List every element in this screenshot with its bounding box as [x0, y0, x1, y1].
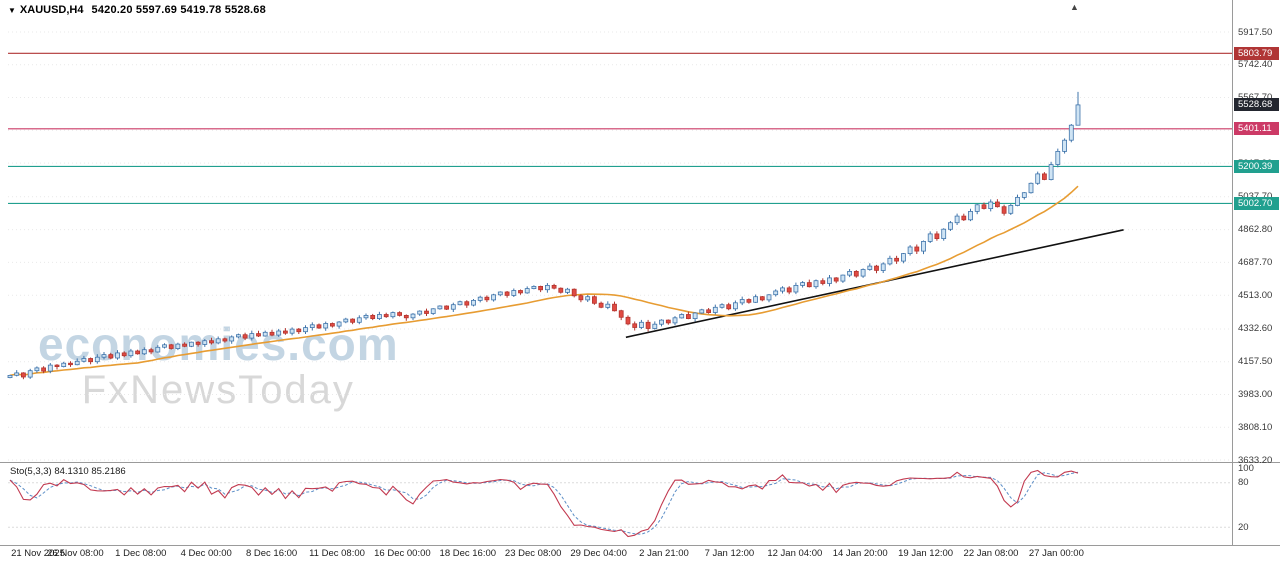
- stochastic-label: Sto(5,3,3) 84.1310 85.2186: [10, 466, 126, 477]
- time-axis-label: 26 Nov 08:00: [47, 548, 104, 559]
- price-axis-label: 4332.60: [1238, 323, 1273, 335]
- price-axis-border: [1232, 0, 1233, 545]
- time-axis-label: 22 Jan 08:00: [963, 548, 1019, 559]
- ma-line: [9, 185, 1079, 377]
- time-axis-label: 29 Dec 04:00: [570, 548, 627, 559]
- price-axis-label: 3983.00: [1238, 388, 1273, 400]
- price-axis[interactable]: 5917.505742.405567.705392.905217.905037.…: [1233, 0, 1280, 545]
- time-axis-label: 21 Nov 2025: [11, 548, 65, 559]
- price-axis-label: 3808.10: [1238, 421, 1273, 433]
- time-axis-label: 7 Jan 12:00: [704, 548, 755, 559]
- price-axis-label: 5917.50: [1238, 26, 1273, 38]
- time-axis-label: 1 Dec 08:00: [115, 548, 167, 559]
- sto-scale-label: 20: [1238, 521, 1249, 533]
- time-axis-separator: [0, 545, 1280, 546]
- price-badge: 5803.79: [1234, 46, 1279, 60]
- symbol-dropdown-icon[interactable]: ▼: [8, 6, 16, 15]
- chart-shift-marker-icon[interactable]: ▲: [1070, 2, 1079, 12]
- price-axis-label: 3633.20: [1238, 454, 1273, 466]
- time-axis-label: 27 Jan 00:00: [1028, 548, 1084, 559]
- symbol-timeframe: XAUUSD,H4: [19, 4, 84, 16]
- sto-grid-lines: [8, 482, 1232, 528]
- price-axis-label: 5567.70: [1238, 92, 1272, 103]
- grid-lines: [8, 31, 1232, 461]
- symbol-info-bar: ▼ XAUUSD,H4 5420.20 5597.69 5419.78 5528.6…: [8, 4, 266, 16]
- price-axis-label: 4862.80: [1238, 224, 1273, 236]
- watermark-subbrand: FxNewsToday: [81, 368, 355, 412]
- time-axis-label: 8 Dec 16:00: [245, 548, 298, 559]
- price-axis-label: 4687.70: [1238, 256, 1273, 268]
- price-badge: 5002.70: [1234, 196, 1279, 210]
- price-badge: 5528.68: [1234, 98, 1279, 112]
- time-axis-label: 2 Jan 21:00: [639, 548, 689, 559]
- time-axis-label: 12 Jan 04:00: [767, 548, 823, 559]
- time-axis-label: 18 Dec 16:00: [439, 548, 497, 559]
- pane-separator[interactable]: [0, 462, 1280, 463]
- time-axis-label: 11 Dec 08:00: [309, 548, 365, 559]
- price-axis-label: 5037.70: [1238, 191, 1272, 202]
- sto-signal-line: [9, 471, 1079, 535]
- time-axis[interactable]: 21 Nov 2025 26 Nov 08:00 1 Dec 08:00 4 Dec …: [0, 548, 1232, 564]
- price-badge: 5401.11: [1234, 122, 1279, 136]
- time-axis-label: 14 Jan 20:00: [832, 548, 888, 559]
- ohlc-values: 5420.20 5597.69 5419.78 5528.68: [91, 4, 266, 16]
- price-badge: 5200.39: [1234, 159, 1279, 173]
- time-axis-label: 23 Dec 08:00: [504, 548, 562, 559]
- horizontal-level-lines: [8, 52, 1232, 204]
- sto-scale-label: 100: [1238, 462, 1254, 474]
- price-axis-label: 4157.50: [1238, 356, 1273, 368]
- price-axis-label: 4513.00: [1238, 289, 1273, 301]
- time-axis-label: 4 Dec 00:00: [180, 548, 232, 559]
- sto-scale-label: 80: [1238, 477, 1249, 489]
- candles: [7, 91, 1081, 380]
- price-axis-label: 5742.40: [1238, 59, 1273, 71]
- time-axis-label: 16 Dec 00:00: [374, 548, 431, 559]
- time-axis-label: 19 Jan 12:00: [898, 548, 954, 559]
- sto-main-line: [9, 469, 1079, 538]
